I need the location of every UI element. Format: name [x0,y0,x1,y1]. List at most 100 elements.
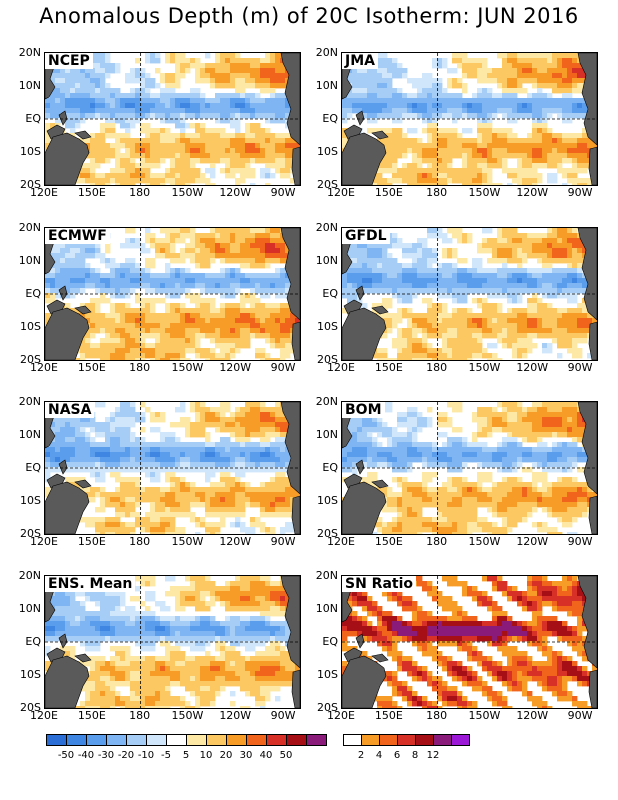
heatmap-cell [487,98,493,104]
heatmap-cell [562,68,568,74]
heatmap-cell [377,243,383,249]
heatmap-cell [160,338,166,344]
heatmap-cell [472,103,478,109]
heatmap-cell [412,243,418,249]
heatmap-cell [372,83,378,89]
heatmap-cell [407,183,413,185]
heatmap-cell [417,93,423,99]
heatmap-cell [502,88,508,94]
heatmap-cell [492,73,498,79]
heatmap-cell [482,273,488,279]
heatmap-cell [175,452,181,458]
heatmap-cell [482,178,488,184]
heatmap-cell [457,83,463,89]
heatmap-cell [215,333,221,339]
heatmap-cell [265,68,271,74]
heatmap-cell [55,88,61,94]
heatmap-cell [75,452,81,458]
heatmap-cell [407,178,413,184]
heatmap-cell [170,338,176,344]
heatmap-cell [135,153,141,159]
heatmap-cell [482,108,488,114]
heatmap-cell [130,437,136,443]
heatmap-cell [562,118,568,124]
heatmap-cell [362,103,368,109]
heatmap-cell [462,128,468,134]
heatmap-cell [255,328,261,334]
heatmap-cell [265,183,271,185]
heatmap-cell [175,138,181,144]
heatmap-cell [130,123,136,129]
heatmap-cell [572,113,578,119]
heatmap-cell [135,178,141,184]
heatmap-cell [210,253,216,259]
heatmap-cell [512,313,518,319]
heatmap-cell [155,343,161,349]
heatmap-cell [125,73,131,79]
heatmap-cell [547,288,553,294]
heatmap-cell [280,243,286,249]
heatmap-cell [115,268,121,274]
heatmap-cell [155,163,161,169]
heatmap-cell [135,318,141,324]
heatmap-cell [427,168,433,174]
heatmap-cell [507,298,513,304]
heatmap-cell [532,253,538,259]
heatmap-cell [447,178,453,184]
heatmap-cell [205,303,211,309]
heatmap-cell [200,462,206,468]
heatmap-cell [522,88,528,94]
heatmap-cell [180,58,186,64]
heatmap-cell [145,263,151,269]
heatmap-cell [467,353,473,359]
heatmap-cell [567,148,573,154]
heatmap-cell [457,63,463,69]
heatmap-cell [70,258,76,264]
heatmap-cell [567,273,573,279]
heatmap-cell [275,233,281,239]
heatmap-cell [50,273,56,279]
heatmap-cell [437,183,443,185]
heatmap-cell [482,238,488,244]
heatmap-cell [225,133,231,139]
heatmap-cell [592,143,597,149]
heatmap-cell [115,68,121,74]
heatmap-cell [150,103,156,109]
heatmap-cell [245,168,251,174]
heatmap-cell [472,278,478,284]
heatmap-cell [195,253,201,259]
heatmap-cell [100,447,106,453]
heatmap-cell [452,273,458,279]
map-panel-ecmwf: ECMWF [44,227,301,361]
heatmap-cell [55,108,61,114]
heatmap-cell [190,328,196,334]
heatmap-cell [422,88,428,94]
heatmap-cell [90,318,96,324]
heatmap-cell [130,158,136,164]
heatmap-cell [170,178,176,184]
heatmap-cell [110,173,116,179]
heatmap-cell [55,278,61,284]
heatmap-cell [195,298,201,304]
heatmap-cell [125,238,131,244]
heatmap-cell [422,283,428,289]
heatmap-cell [105,118,111,124]
heatmap-cell [245,78,251,84]
heatmap-cell [487,163,493,169]
heatmap-cell [180,288,186,294]
heatmap-cell [275,58,281,64]
heatmap-cell [110,283,116,289]
heatmap-cell [145,353,151,359]
heatmap-cell [255,447,261,453]
heatmap-cell [55,93,61,99]
heatmap-cell [185,422,191,428]
heatmap-cell [487,283,493,289]
heatmap-cell [215,248,221,254]
heatmap-cell [200,78,206,84]
heatmap-cell [210,163,216,169]
heatmap-cell [547,53,553,59]
heatmap-cell [260,273,266,279]
heatmap-cell [280,173,286,179]
heatmap-cell [275,113,281,119]
heatmap-cell [185,163,191,169]
